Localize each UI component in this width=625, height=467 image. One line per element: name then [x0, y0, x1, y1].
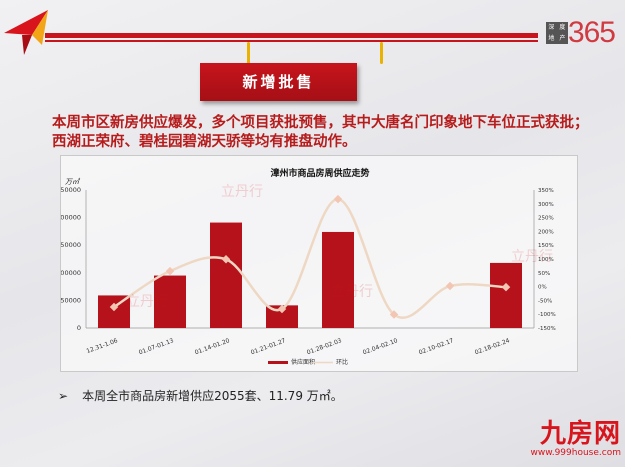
- bar: [266, 305, 298, 328]
- bar: [154, 275, 186, 328]
- watermark: 立丹行: [126, 294, 168, 310]
- brand-logo: 深度地产 365: [545, 16, 616, 49]
- y2-tick-label: 250%: [538, 216, 554, 222]
- y2-tick-label: -100%: [538, 312, 556, 318]
- footer-logo-text: 九房网: [539, 419, 621, 449]
- legend-label: 供应面积: [291, 358, 315, 366]
- header-rule-right2: [450, 40, 538, 42]
- watermark: 立丹行: [331, 284, 373, 300]
- line-series: [113, 197, 507, 319]
- summary-line: ➢ 本周全市商品房新增供应2055套、11.79 万㎡。: [58, 387, 343, 404]
- banner-hook-right: [380, 42, 383, 64]
- header-rule: [45, 33, 450, 43]
- intro-text: 本周市区新房供应爆发，多个项目获批预售，其中大唐名门印象地下车位正式获批；西湖正…: [52, 114, 589, 150]
- y2-tick-label: 350%: [538, 188, 554, 194]
- y2-tick-label: -150%: [538, 326, 556, 332]
- x-tick-label: 02.10-02.17: [418, 337, 455, 356]
- x-tick-label: 01.14-01.20: [194, 337, 231, 356]
- line-marker: [501, 282, 511, 292]
- section-banner: 新增批售: [200, 63, 357, 101]
- x-tick-label: 02.04-02.10: [362, 337, 399, 356]
- y2-tick-label: 50%: [538, 271, 550, 277]
- chart-title: 漳州市商品房周供应走势: [270, 167, 369, 179]
- paper-plane-icon: [4, 10, 48, 55]
- y2-tick-label: 0%: [538, 285, 547, 291]
- logo-number: 365: [567, 16, 616, 49]
- y-tick-label: 0: [77, 324, 81, 332]
- y-tick-label: 100000: [61, 269, 81, 277]
- y-axis-unit: 万㎡: [65, 177, 81, 186]
- y-tick-label: 250000: [61, 186, 81, 194]
- summary-text: 本周全市商品房新增供应2055套、11.79 万㎡。: [82, 389, 343, 403]
- x-tick-label: 12.31-1.06: [86, 337, 119, 355]
- x-tick-label: 02.18-02.24: [474, 337, 511, 356]
- y2-tick-label: 100%: [538, 257, 554, 263]
- y2-tick-label: 150%: [538, 243, 554, 249]
- y2-tick-label: 200%: [538, 229, 554, 235]
- y2-tick-label: -50%: [538, 298, 552, 304]
- bar: [322, 231, 354, 328]
- line-marker: [333, 194, 343, 204]
- line-marker: [277, 304, 287, 314]
- footer-url: www.999house.com: [530, 448, 621, 458]
- bar: [490, 262, 522, 328]
- footer-logo: 九房网 www.999house.com: [530, 420, 621, 458]
- y-tick-label: 150000: [61, 241, 81, 249]
- legend-label: 环比: [336, 358, 348, 366]
- x-tick-label: 01.21-01.27: [250, 337, 287, 356]
- line-marker: [389, 310, 399, 319]
- logo-mark: 深度地产: [545, 22, 568, 44]
- watermark: 立丹行: [221, 184, 263, 200]
- legend-swatch-bar: [268, 361, 288, 364]
- y-tick-label: 200000: [61, 214, 81, 222]
- header-rule-right: [450, 33, 538, 38]
- watermark: 立丹行: [511, 249, 553, 265]
- line-marker: [445, 281, 455, 291]
- y2-tick-label: 300%: [538, 202, 554, 208]
- x-tick-label: 01.28-02.03: [306, 337, 343, 356]
- line-marker: [165, 266, 175, 276]
- x-tick-label: 01.07-01.13: [138, 337, 175, 356]
- bullet-arrow-icon: ➢: [58, 389, 69, 403]
- bar: [210, 222, 242, 328]
- line-marker: [221, 255, 231, 264]
- y-tick-label: 50000: [61, 296, 81, 304]
- banner-hook-left: [247, 42, 250, 64]
